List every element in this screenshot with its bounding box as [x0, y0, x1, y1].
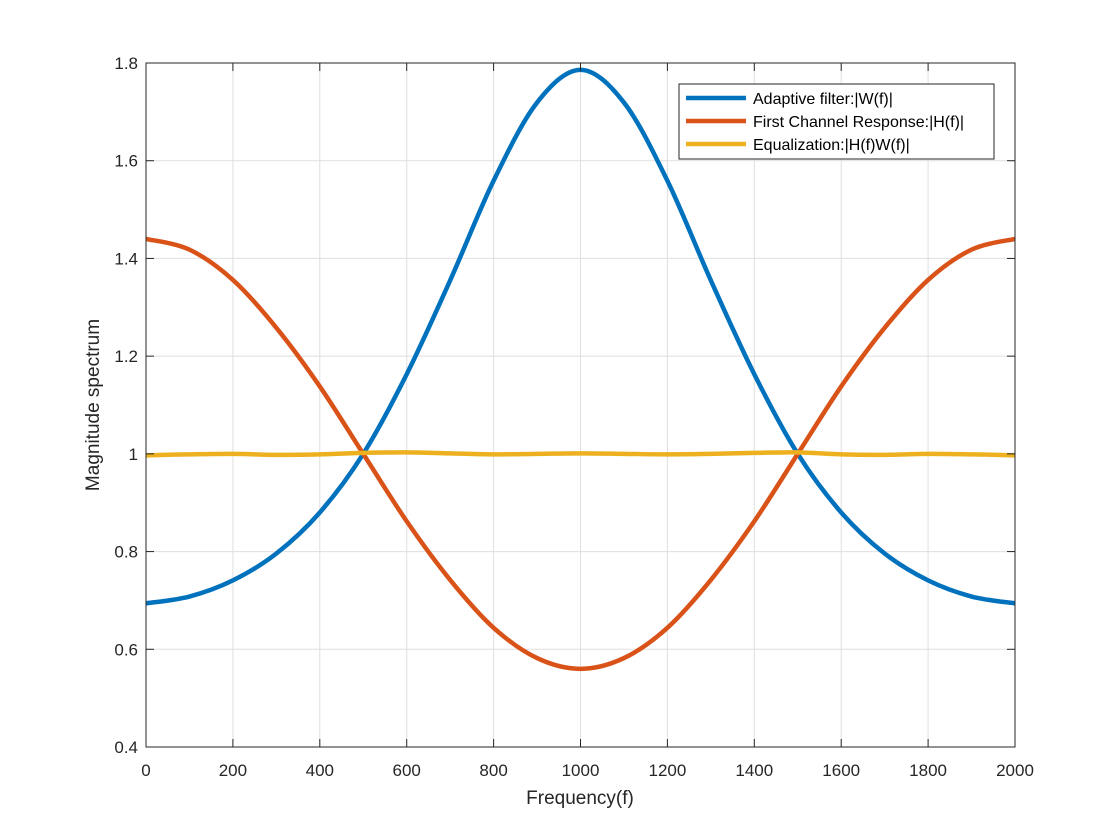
- legend: Adaptive filter:|W(f)| First Channel Res…: [678, 83, 995, 160]
- legend-label-adaptive-filter: Adaptive filter:|W(f)|: [753, 91, 893, 108]
- x-tick-labels: 0 200 400 600 800 1000 1200 1400 1600 1800 2000: [141, 761, 1034, 780]
- x-tick-label: 600: [393, 761, 421, 780]
- y-tick-label: 0.4: [114, 738, 138, 757]
- x-tick-label: 800: [479, 761, 507, 780]
- y-tick-label: 1: [129, 445, 138, 464]
- x-tick-label: 1200: [648, 761, 686, 780]
- x-tick-label: 1400: [735, 761, 773, 780]
- x-tick-label: 400: [306, 761, 334, 780]
- y-tick-label: 1.6: [114, 152, 138, 171]
- x-tick-label: 0: [141, 761, 150, 780]
- x-tick-label: 2000: [996, 761, 1034, 780]
- y-tick-label: 1.4: [114, 249, 138, 268]
- y-axis-title: Magnitude spectrum: [83, 319, 104, 491]
- x-tick-label: 1800: [909, 761, 947, 780]
- y-tick-label: 0.6: [114, 640, 138, 659]
- y-tick-labels: 0.4 0.6 0.8 1 1.2 1.4 1.6 1.8: [114, 54, 138, 757]
- x-axis-title: Frequency(f): [526, 788, 634, 809]
- axis-ticks: [145, 62, 1016, 748]
- series-line-equalization-h-f-w-f: [145, 450, 1016, 458]
- legend-label-equalization: Equalization:|H(f)W(f)|: [753, 137, 910, 154]
- x-tick-label: 200: [219, 761, 247, 780]
- legend-label-first-channel-response: First Channel Response:|H(f)|: [753, 114, 964, 131]
- y-tick-label: 0.8: [114, 543, 138, 562]
- y-tick-label: 1.8: [114, 54, 138, 73]
- series-line-first-channel-response-h-f: [145, 236, 1016, 672]
- x-tick-label: 1000: [562, 761, 600, 780]
- x-tick-label: 1600: [822, 761, 860, 780]
- y-tick-label: 1.2: [114, 347, 138, 366]
